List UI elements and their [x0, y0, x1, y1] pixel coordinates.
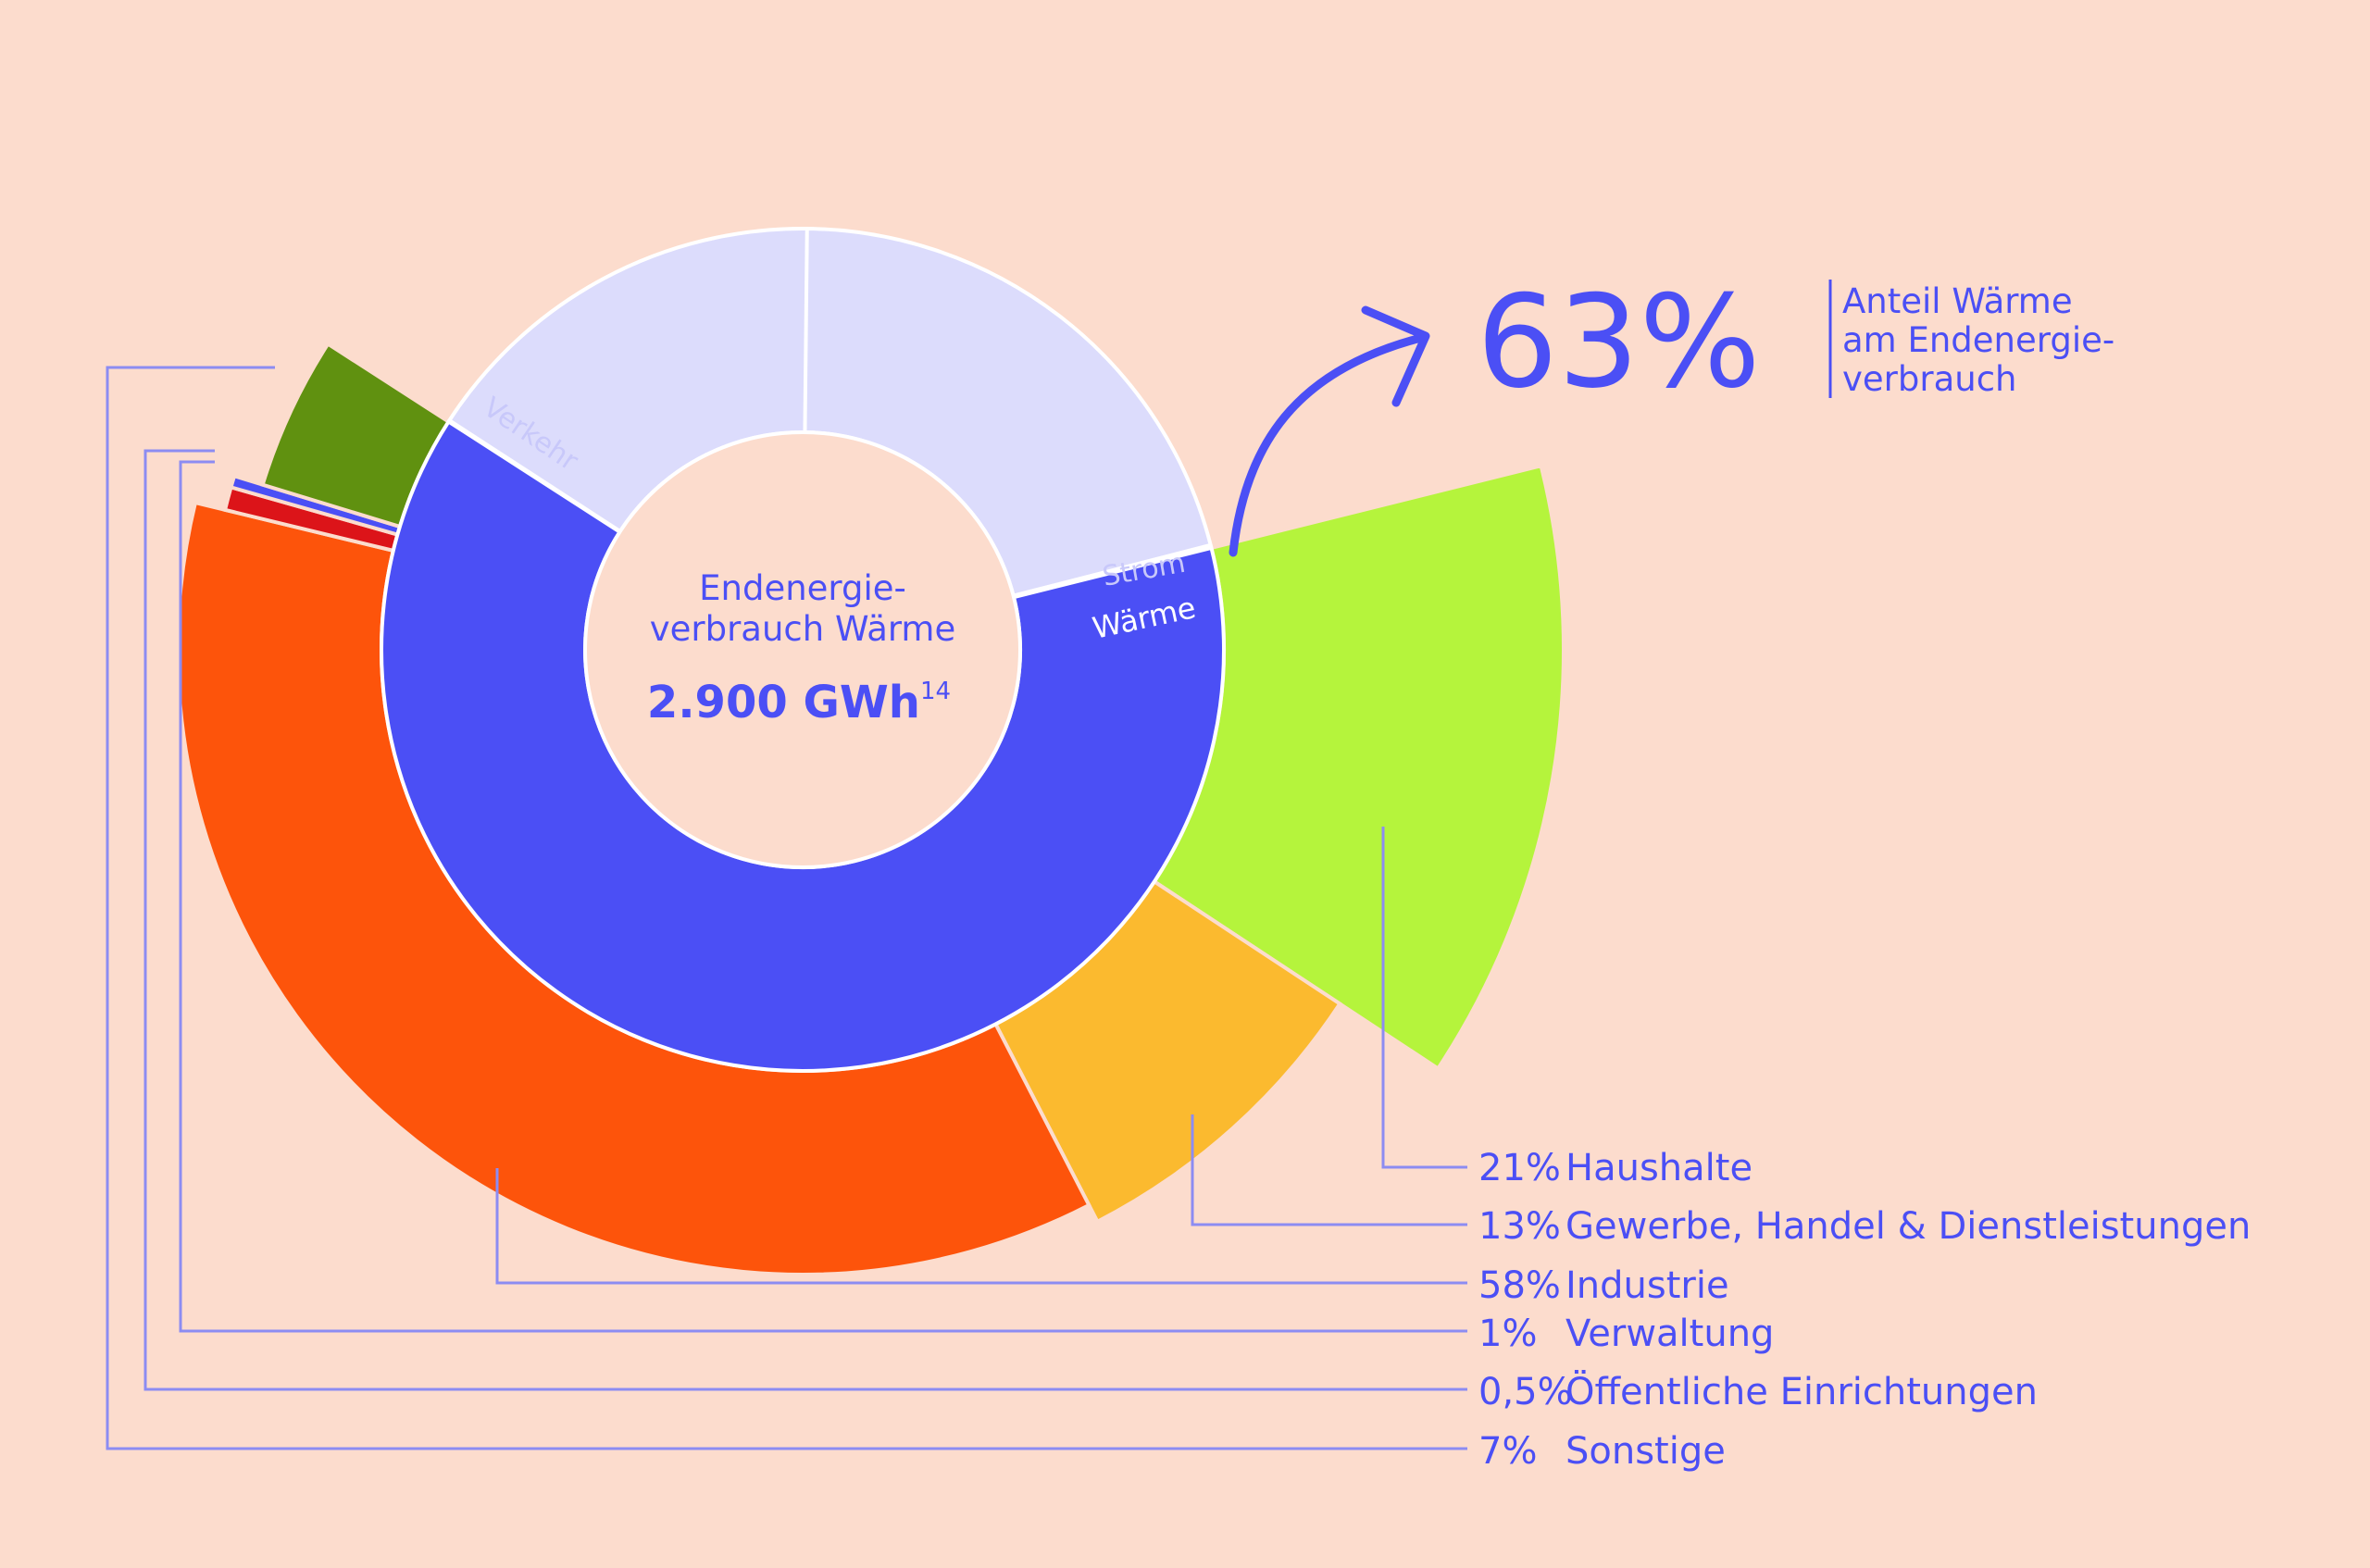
legend-label: Industrie — [1565, 1264, 1729, 1307]
callout-arrowhead — [1361, 305, 1430, 407]
callout-value: 63% — [1477, 268, 1761, 417]
legend-label: Sonstige — [1565, 1430, 1726, 1473]
legend-pct: 21% — [1478, 1147, 1561, 1189]
legend-label: Gewerbe, Handel & Dienstleistungen — [1565, 1205, 2251, 1248]
center-value: 2.900 GWh — [647, 677, 920, 728]
callout-text-line1: Anteil Wärme — [1842, 281, 2073, 321]
leader-line — [1381, 827, 1467, 1169]
leader-line — [143, 449, 1467, 1391]
inner-ring — [380, 226, 1226, 1073]
callout-text-line2: am Endenergie- — [1842, 320, 2114, 360]
legend-pct: 13% — [1478, 1205, 1561, 1248]
legend-label: Verwaltung — [1565, 1313, 1774, 1355]
legend-pct: 1% — [1478, 1313, 1537, 1355]
center-value-line: 2.900 GWh14 — [647, 677, 951, 728]
leader-line — [495, 1168, 1467, 1285]
legend-pct: 7% — [1478, 1430, 1537, 1473]
legend-label: Öffentliche Einrichtungen — [1565, 1369, 2038, 1413]
center-footnote: 14 — [920, 678, 951, 705]
legend: 21% Haushalte 13% Gewerbe, Handel & Dien… — [1478, 1147, 2251, 1473]
center-disc — [583, 430, 1022, 869]
leader-line — [179, 460, 1467, 1333]
leader-lines — [106, 366, 1467, 1450]
leader-line — [106, 366, 1467, 1450]
callout-arrow — [1229, 333, 1426, 557]
callout-text-line3: verbrauch — [1842, 359, 2017, 399]
legend-pct: 58% — [1478, 1264, 1561, 1307]
center-title-line2: verbrauch Wärme — [650, 609, 956, 649]
legend-pct: 0,5% — [1478, 1371, 1573, 1413]
leader-line — [1191, 1114, 1467, 1226]
legend-label: Haushalte — [1565, 1147, 1753, 1189]
center-title-line1: Endenergie- — [699, 568, 906, 608]
